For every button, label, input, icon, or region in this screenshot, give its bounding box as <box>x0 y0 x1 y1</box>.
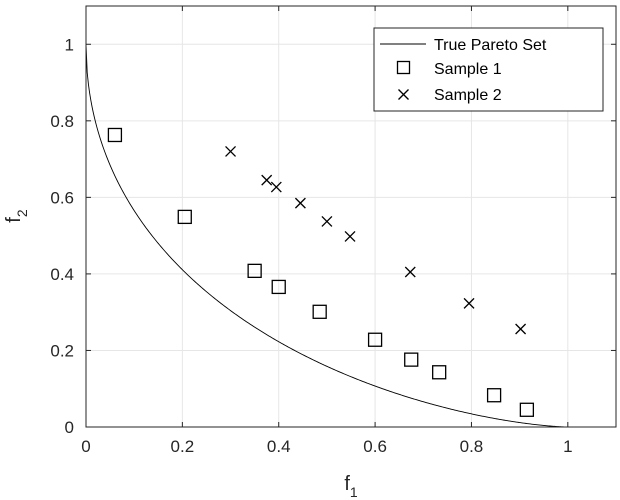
sample-2-x-marker <box>270 181 282 193</box>
sample-1-square-marker <box>177 209 192 225</box>
y-tick-label: 0 <box>65 418 74 437</box>
markers-layer <box>107 127 535 417</box>
x-tick-label: 0.2 <box>171 437 195 456</box>
sample-2-x-marker <box>515 323 527 335</box>
legend-marker-x <box>398 89 409 100</box>
true-pareto-curve-layer <box>85 44 568 428</box>
plot-frame <box>85 5 617 428</box>
true-pareto-set-curve <box>85 44 568 428</box>
y-tick-label: 0.6 <box>50 188 74 207</box>
sample-1-square-marker <box>486 388 502 403</box>
grid <box>85 6 616 428</box>
legend-label-sample-2: Sample 2 <box>434 87 502 104</box>
legend-label-true-pareto-set: True Pareto Set <box>434 37 547 54</box>
y-axis-label: f2 <box>3 209 30 223</box>
sample-1-square-marker <box>271 279 286 295</box>
y-axis-label-main: f <box>3 217 25 223</box>
y-tick-label: 0.2 <box>50 341 74 360</box>
y-axis-label-subscript: 2 <box>14 209 30 217</box>
sample-1-square-marker <box>432 365 447 380</box>
x-axis-label: f1 <box>344 473 358 500</box>
x-tick-label: 0.4 <box>267 437 291 456</box>
legend-box <box>373 27 604 112</box>
legend-marker-square <box>396 60 411 75</box>
y-tick-label: 0.8 <box>50 112 74 131</box>
sample-1-square-marker <box>404 352 419 367</box>
sample-1-square-marker <box>247 263 262 278</box>
legend: True Pareto Set Sample 1 Sample 2 <box>373 27 604 112</box>
legend-label-sample-1: Sample 1 <box>434 61 502 78</box>
sample-2-x-marker <box>225 145 237 157</box>
sample-1-square-marker <box>107 127 123 143</box>
sample-1-square-marker <box>312 304 327 319</box>
x-tick-label: 0 <box>81 437 90 456</box>
sample-1-square-marker <box>367 332 383 347</box>
sample-2-x-marker <box>321 216 333 227</box>
ticks: 0 0.2 0.4 0.6 0.8 1 0 0.2 0.4 0.6 0.8 1 <box>50 6 616 456</box>
sample-2-x-marker <box>404 266 416 278</box>
y-tick-label: 1 <box>65 35 74 54</box>
sample-2-x-marker <box>261 174 273 186</box>
sample-1-square-marker <box>519 402 535 417</box>
x-tick-label: 0.6 <box>363 437 387 456</box>
sample-2-x-marker <box>463 297 475 309</box>
y-tick-label: 0.4 <box>50 265 74 284</box>
sample-2-x-marker <box>294 197 306 209</box>
x-tick-label: 1 <box>563 437 572 456</box>
x-axis-label-main: f <box>344 473 350 495</box>
sample-2-x-marker <box>344 230 356 242</box>
x-tick-label: 0.8 <box>460 437 484 456</box>
x-axis-label-subscript: 1 <box>350 484 358 500</box>
